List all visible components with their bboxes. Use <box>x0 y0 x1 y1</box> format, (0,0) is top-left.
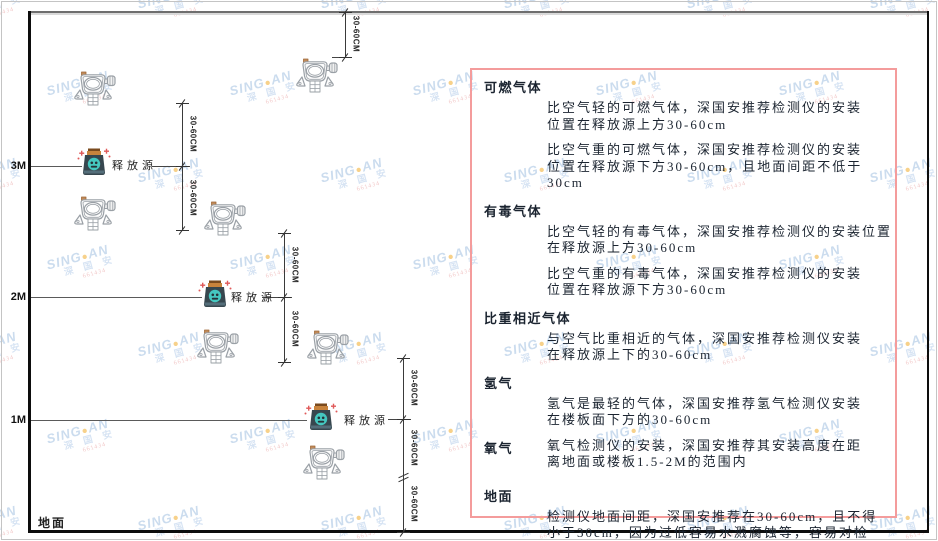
section-heading: 地面 <box>484 488 514 504</box>
section-heading: 氢气 <box>484 375 514 391</box>
gas-detector <box>202 201 246 237</box>
section-paragraph: 比空气重的有毒气体，深国安推荐检测仪的安装 位置在释放源下方30-60cm <box>547 265 863 298</box>
gas-detector-icon <box>303 445 345 480</box>
gas-detector <box>294 58 338 94</box>
gas-detector <box>72 196 116 232</box>
ground-line <box>28 530 929 533</box>
ground-label: 地面 <box>38 516 67 530</box>
gas-detector <box>301 445 345 481</box>
section-heading: 氧气 <box>484 440 514 456</box>
leader-line <box>152 166 190 167</box>
section-paragraph: 氧气检测仪的安装，深国安推荐其安装高度在距 离地面或楼板1.5-2M的范围内 <box>547 437 863 470</box>
guide-section: 比重相近气体与空气比重相近的气体，深国安推荐检测仪安装 在释放源上下的30-60c… <box>484 308 885 364</box>
gas-detector <box>305 330 349 366</box>
section-heading: 比重相近气体 <box>484 310 572 326</box>
section-paragraph: 氢气是最轻的气体，深国安推荐氢气检测仪安装 在楼板面下方的30-60cm <box>547 395 863 428</box>
dimension-label: 30-60CM <box>409 369 419 407</box>
axis-label-2m: 2M <box>10 291 26 303</box>
release-source-label: 释放源 <box>112 160 157 172</box>
ceiling-line <box>29 11 929 15</box>
leader-line <box>262 297 292 298</box>
section-paragraph: 比空气重的可燃气体，深国安推荐检测仪的安装 位置在释放源下方30-60cm，且地面… <box>547 142 863 190</box>
right-wall-line <box>927 11 929 532</box>
release-source <box>77 147 111 179</box>
guide-section: 地面检测仪地面间距，深国安推荐在30-60cm，且不得 小于30cm，因为过低容易… <box>484 486 885 541</box>
dimension-label: 30-60CM <box>188 115 198 153</box>
dimension-line <box>345 12 346 57</box>
info-panel: 可燃气体 比空气轻的可燃气体，深国安推荐检测仪的安装 位置在释放源上方30-60cm… <box>470 68 897 540</box>
section-paragraph: 比空气轻的可燃气体，深国安推荐检测仪的安装 位置在释放源上方30-60cm <box>547 100 863 132</box>
section-paragraph: 比空气轻的有毒气体，深国安推荐检测仪的安装位置 在释放源上方30-60cm <box>547 223 893 256</box>
release-source-label: 释放源 <box>344 415 389 427</box>
level-line <box>31 166 82 167</box>
gas-detector-icon <box>74 71 116 106</box>
gas-detector-icon <box>204 201 246 236</box>
gas-detector <box>72 71 116 107</box>
dimension-label: 30-60CM <box>351 15 361 53</box>
section-paragraph: 与空气比重相近的气体，深国安推荐检测仪安装 在释放源上下的30-60cm <box>547 330 863 363</box>
gas-detector-icon <box>296 58 338 93</box>
level-line <box>31 297 202 298</box>
section-heading: 有毒气体 <box>484 203 543 219</box>
level-line <box>31 420 307 421</box>
gas-detector-icon <box>307 330 349 365</box>
dimension-label: 30-60CM <box>409 429 419 467</box>
release-source-icon <box>198 280 232 307</box>
dimension-label: 30-60CM <box>290 310 300 348</box>
release-source-label: 释放源 <box>231 292 276 304</box>
release-source-icon <box>304 403 338 430</box>
left-wall-line <box>28 11 31 532</box>
release-source <box>304 402 338 434</box>
guide-section: 氧气 氧气检测仪的安装，深国安推荐其安装高度在距 离地面或楼板1.5-2M的范围内 <box>484 438 885 471</box>
guide-section: 可燃气体 比空气轻的可燃气体，深国安推荐检测仪的安装 位置在释放源上方30-60cm… <box>484 77 885 192</box>
axis-label-1m: 1M <box>10 414 26 426</box>
dimension-label: 30-60CM <box>290 246 300 284</box>
dimension-label: 30-60CM <box>409 485 419 523</box>
axis-label-3m: 3M <box>10 160 26 172</box>
guide-section: 有毒气体 比空气轻的有毒气体，深国安推荐检测仪的安装位置 在释放源上方30-60cm… <box>484 201 893 299</box>
section-heading: 可燃气体 <box>484 80 543 95</box>
gas-detector-icon <box>74 196 116 231</box>
gas-detector-icon <box>197 329 239 364</box>
release-source <box>198 279 232 311</box>
release-source-icon <box>77 148 111 175</box>
dimension-line <box>403 358 404 532</box>
guide-section: 氢气氢气是最轻的气体，深国安推荐氢气检测仪安装 在楼板面下方的30-60cm <box>484 373 885 429</box>
section-paragraph: 检测仪地面间距，深国安推荐在30-60cm，且不得 小于30cm，因为过低容易水溅… <box>547 508 878 541</box>
gas-detector <box>195 329 239 365</box>
dimension-label: 30-60CM <box>188 179 198 217</box>
